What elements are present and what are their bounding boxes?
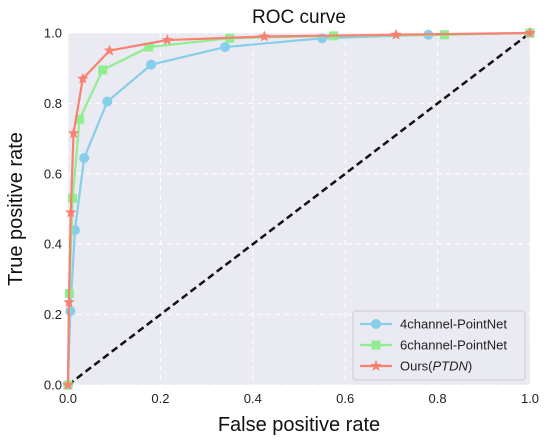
data-point <box>390 28 402 40</box>
legend-box <box>352 310 526 381</box>
reference-diagonal-line <box>67 32 531 386</box>
series-line <box>66 31 531 386</box>
data-point <box>258 30 271 42</box>
data-point <box>67 127 80 139</box>
legend-marker <box>370 360 382 371</box>
x-tick-label: 0.6 <box>336 391 354 406</box>
tick-labels: 0.0 0.2 0.4 0.6 0.8 1.0 0.0 0.2 0.4 0.6 0.8 1.0 <box>44 26 539 407</box>
data-point <box>98 65 108 75</box>
data-point <box>102 96 113 107</box>
x-tick-label: 0.8 <box>429 391 447 406</box>
y-tick-label: 0.0 <box>44 378 62 393</box>
data-point <box>144 42 154 52</box>
x-tick-label: 0.2 <box>151 391 169 406</box>
y-tick-label: 0.6 <box>44 166 62 181</box>
data-point <box>524 27 536 38</box>
data-point <box>79 152 90 163</box>
chart-title: ROC curve <box>252 7 346 28</box>
data-point <box>103 44 116 56</box>
grid <box>67 32 531 386</box>
data-point <box>146 59 157 70</box>
data-point <box>75 114 85 124</box>
x-tick-label: 0.4 <box>244 391 262 406</box>
data-point <box>161 34 174 45</box>
data-point <box>68 193 78 203</box>
x-tick-label: 1.0 <box>521 391 539 406</box>
y-tick-label: 1.0 <box>44 26 62 41</box>
data-point <box>62 379 74 390</box>
legend-marker <box>371 319 381 329</box>
legend-marker <box>371 340 381 350</box>
data-point <box>77 72 89 84</box>
data-point <box>220 42 231 53</box>
series-group <box>62 27 536 390</box>
x-tick-label: 0.0 <box>59 391 77 406</box>
y-tick-label: 0.4 <box>44 237 62 252</box>
y-tick-label: 0.8 <box>44 96 62 111</box>
series-2 <box>62 27 536 390</box>
y-axis-label: True positive rate <box>5 132 27 286</box>
data-point <box>65 206 77 218</box>
x-axis-label: False positive rate <box>218 414 380 436</box>
data-point <box>65 306 76 317</box>
legend: 4channel-PointNet 6channel-PointNet Ours(P… <box>352 310 526 381</box>
legend-entry-label: Ours(PTDN) <box>400 359 472 374</box>
data-point <box>63 296 75 308</box>
y-tick-label: 0.2 <box>44 307 62 322</box>
legend-entry-label: 4channel-PointNet <box>400 317 507 332</box>
legend-entry-label: 6channel-PointNet <box>400 338 507 353</box>
